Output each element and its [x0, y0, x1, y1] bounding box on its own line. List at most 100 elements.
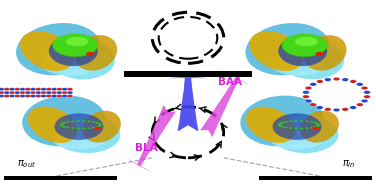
- Ellipse shape: [56, 91, 62, 94]
- Ellipse shape: [20, 91, 26, 94]
- Ellipse shape: [9, 88, 15, 91]
- Ellipse shape: [300, 120, 303, 122]
- Bar: [4, 176, 117, 180]
- Ellipse shape: [312, 127, 320, 130]
- Text: BAA: BAA: [218, 77, 242, 87]
- Ellipse shape: [14, 91, 20, 94]
- Ellipse shape: [249, 31, 303, 71]
- Ellipse shape: [63, 126, 66, 128]
- Ellipse shape: [9, 91, 15, 94]
- Ellipse shape: [66, 127, 70, 129]
- Ellipse shape: [295, 37, 318, 46]
- Ellipse shape: [310, 127, 314, 129]
- Ellipse shape: [4, 94, 10, 98]
- Ellipse shape: [342, 108, 349, 111]
- Ellipse shape: [35, 94, 41, 98]
- Ellipse shape: [96, 122, 99, 124]
- Ellipse shape: [86, 52, 94, 56]
- Ellipse shape: [310, 83, 317, 86]
- Ellipse shape: [300, 111, 339, 143]
- Ellipse shape: [41, 94, 47, 98]
- Ellipse shape: [324, 78, 331, 81]
- Ellipse shape: [25, 94, 31, 98]
- Ellipse shape: [342, 78, 349, 81]
- Ellipse shape: [62, 94, 68, 98]
- Ellipse shape: [294, 120, 298, 122]
- Ellipse shape: [350, 106, 356, 109]
- Ellipse shape: [46, 94, 52, 98]
- Ellipse shape: [25, 91, 31, 94]
- Ellipse shape: [0, 94, 5, 98]
- Ellipse shape: [87, 120, 91, 122]
- Ellipse shape: [41, 91, 47, 94]
- Ellipse shape: [279, 125, 282, 127]
- Ellipse shape: [59, 124, 63, 125]
- Ellipse shape: [304, 35, 347, 71]
- Ellipse shape: [14, 88, 20, 91]
- Ellipse shape: [76, 128, 80, 129]
- Ellipse shape: [98, 123, 101, 125]
- Ellipse shape: [20, 94, 26, 98]
- Ellipse shape: [314, 122, 317, 124]
- Ellipse shape: [25, 88, 31, 91]
- Ellipse shape: [96, 126, 99, 128]
- Ellipse shape: [82, 111, 121, 143]
- Ellipse shape: [41, 88, 47, 91]
- Text: $\pi_{in}$: $\pi_{in}$: [342, 159, 356, 170]
- Ellipse shape: [53, 115, 120, 153]
- Ellipse shape: [22, 96, 106, 146]
- Ellipse shape: [300, 128, 303, 129]
- Ellipse shape: [289, 127, 293, 129]
- Ellipse shape: [30, 94, 36, 98]
- Ellipse shape: [51, 88, 57, 91]
- Ellipse shape: [246, 23, 330, 75]
- Ellipse shape: [364, 91, 370, 94]
- Ellipse shape: [14, 94, 20, 98]
- Ellipse shape: [9, 94, 15, 98]
- Ellipse shape: [94, 127, 102, 130]
- Bar: [124, 71, 252, 77]
- Ellipse shape: [35, 91, 41, 94]
- Ellipse shape: [317, 106, 323, 109]
- Text: BLA: BLA: [135, 143, 157, 153]
- Ellipse shape: [333, 108, 340, 112]
- Ellipse shape: [284, 127, 288, 129]
- Bar: [259, 176, 372, 180]
- Ellipse shape: [53, 34, 98, 57]
- Ellipse shape: [4, 88, 10, 91]
- Text: $\pi_{out}$: $\pi_{out}$: [17, 159, 37, 170]
- Ellipse shape: [305, 99, 312, 103]
- Ellipse shape: [49, 36, 98, 66]
- Ellipse shape: [28, 107, 77, 143]
- Ellipse shape: [98, 125, 101, 127]
- Ellipse shape: [92, 127, 96, 129]
- Ellipse shape: [281, 126, 284, 128]
- Ellipse shape: [305, 127, 309, 129]
- Ellipse shape: [271, 115, 338, 153]
- Ellipse shape: [303, 95, 309, 98]
- Ellipse shape: [273, 113, 321, 140]
- Ellipse shape: [276, 38, 344, 79]
- Ellipse shape: [76, 120, 80, 122]
- Ellipse shape: [66, 121, 70, 123]
- Ellipse shape: [305, 120, 309, 122]
- Ellipse shape: [56, 94, 62, 98]
- Ellipse shape: [333, 77, 340, 81]
- Ellipse shape: [315, 52, 324, 56]
- Ellipse shape: [46, 91, 52, 94]
- Ellipse shape: [281, 122, 284, 124]
- Ellipse shape: [361, 86, 368, 90]
- Ellipse shape: [317, 124, 320, 125]
- Ellipse shape: [240, 96, 324, 146]
- Ellipse shape: [364, 95, 370, 98]
- Ellipse shape: [350, 80, 356, 83]
- Ellipse shape: [294, 128, 298, 129]
- Ellipse shape: [47, 38, 115, 79]
- Ellipse shape: [310, 121, 314, 123]
- Ellipse shape: [35, 88, 41, 91]
- Ellipse shape: [271, 130, 323, 149]
- Ellipse shape: [20, 31, 74, 71]
- Ellipse shape: [30, 91, 36, 94]
- Ellipse shape: [284, 121, 288, 123]
- Ellipse shape: [324, 108, 331, 111]
